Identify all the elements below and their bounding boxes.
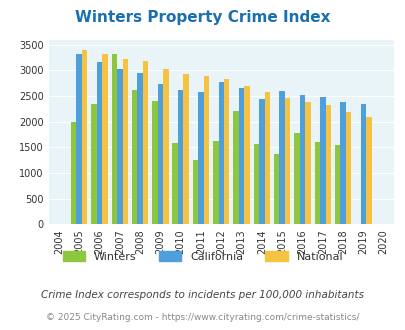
Text: Winters Property Crime Index: Winters Property Crime Index [75, 10, 330, 25]
Bar [299, 94, 305, 224]
Bar [76, 54, 82, 224]
Bar [198, 92, 203, 224]
Text: Crime Index corresponds to incidents per 100,000 inhabitants: Crime Index corresponds to incidents per… [41, 290, 364, 300]
Bar [71, 122, 76, 224]
Bar [163, 69, 168, 224]
Bar [319, 97, 325, 224]
Bar [273, 154, 279, 224]
Bar [284, 98, 290, 224]
Bar [314, 142, 319, 224]
Bar [122, 59, 128, 224]
Bar [183, 74, 188, 224]
Bar [325, 105, 330, 224]
Bar [177, 90, 183, 224]
Bar [117, 69, 122, 224]
Bar [360, 104, 365, 224]
Bar [294, 133, 299, 224]
Bar [102, 54, 107, 224]
Bar [264, 92, 269, 224]
Bar [365, 116, 371, 224]
Text: © 2025 CityRating.com - https://www.cityrating.com/crime-statistics/: © 2025 CityRating.com - https://www.city… [46, 314, 359, 322]
Bar [143, 61, 148, 224]
Bar [253, 144, 258, 224]
Bar [82, 50, 87, 224]
Bar [137, 73, 143, 224]
Bar [305, 102, 310, 224]
Bar [334, 145, 339, 224]
Bar [258, 99, 264, 224]
Bar [192, 160, 198, 224]
Bar [339, 102, 345, 224]
Bar [224, 79, 229, 224]
Legend: Winters, California, National: Winters, California, National [58, 247, 347, 267]
Bar [345, 113, 350, 224]
Bar [244, 86, 249, 224]
Bar [152, 101, 157, 224]
Bar [279, 91, 284, 224]
Bar [91, 104, 96, 224]
Bar [157, 84, 163, 224]
Bar [132, 90, 137, 224]
Bar [233, 111, 238, 224]
Bar [96, 62, 102, 224]
Bar [213, 141, 218, 224]
Bar [111, 54, 117, 224]
Bar [218, 82, 224, 224]
Bar [238, 88, 244, 224]
Bar [203, 76, 209, 224]
Bar [172, 143, 177, 224]
